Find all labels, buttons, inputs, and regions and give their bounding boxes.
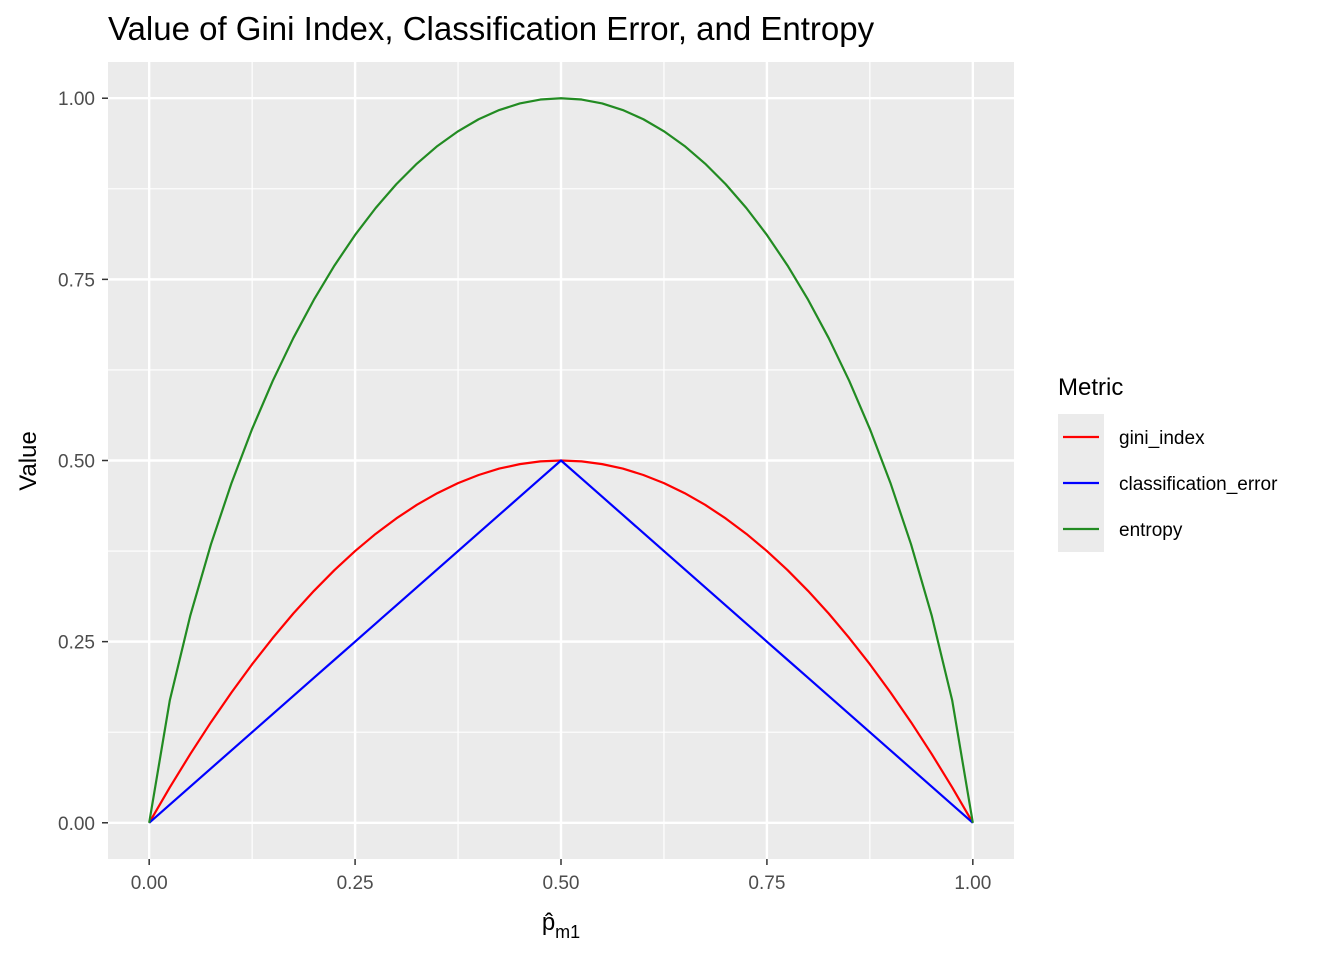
chart-title: Value of Gini Index, Classification Erro… [108, 10, 875, 47]
series-lines [148, 97, 974, 824]
y-axis-ticks: 0.00 0.25 0.50 0.75 1.00 [58, 89, 108, 835]
y-tick-label: 0.25 [58, 633, 95, 654]
series-line-classification-error [148, 459, 974, 824]
x-axis-title-subscript: m1 [555, 922, 580, 942]
y-tick-label: 0.75 [58, 270, 95, 291]
x-tick-label: 0.00 [131, 873, 168, 894]
y-tick-label: 0.00 [58, 814, 95, 835]
legend-label: gini_index [1119, 428, 1205, 449]
x-axis-ticks: 0.00 0.25 0.50 0.75 1.00 [131, 859, 991, 894]
legend-label: classification_error [1119, 474, 1278, 495]
y-tick-label: 1.00 [58, 89, 95, 110]
x-axis-title: p̂m1 [542, 909, 580, 942]
x-tick-label: 0.75 [748, 873, 785, 894]
y-axis-title: Value [15, 431, 42, 491]
legend: Metric gini_index classification_errorent… [1058, 374, 1278, 552]
series-line-entropy [148, 97, 974, 823]
legend-title: Metric [1058, 374, 1123, 401]
y-tick-label: 0.50 [58, 452, 95, 473]
x-tick-label: 0.25 [337, 873, 374, 894]
x-tick-label: 1.00 [954, 873, 991, 894]
legend-label: entropy [1119, 520, 1183, 541]
x-axis-title-main: p̂ [542, 909, 555, 936]
x-tick-label: 0.50 [543, 873, 580, 894]
